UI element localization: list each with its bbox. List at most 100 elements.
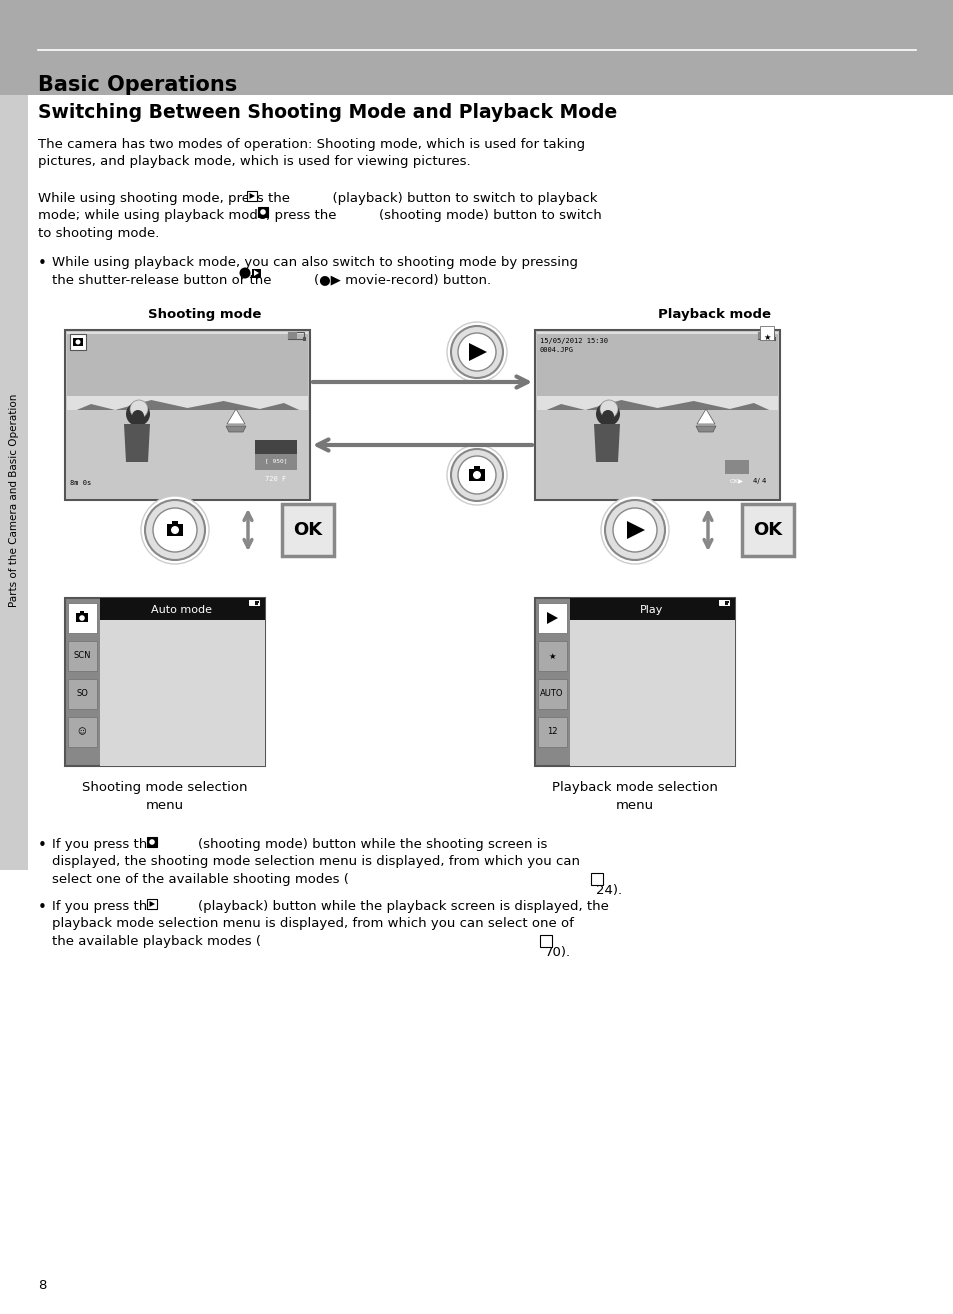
Circle shape [596, 402, 619, 426]
Bar [147, 899, 157, 909]
Bar [537, 332, 778, 498]
Text: 15/05/2012 15:30: 15/05/2012 15:30 [539, 338, 607, 344]
Bar [249, 600, 258, 604]
Text: OK: OK [294, 520, 322, 539]
Bar [719, 600, 724, 604]
Circle shape [239, 268, 251, 279]
Bar [254, 453, 296, 470]
Circle shape [457, 332, 496, 371]
Text: 8: 8 [38, 1279, 47, 1292]
Text: Playback mode selection
menu: Playback mode selection menu [552, 781, 718, 812]
Polygon shape [124, 424, 150, 463]
Circle shape [132, 410, 144, 422]
Circle shape [75, 339, 80, 344]
Text: •: • [38, 900, 47, 915]
Text: Basic Operations: Basic Operations [38, 75, 237, 95]
Text: OK▶: OK▶ [729, 478, 743, 484]
Bar [537, 679, 566, 710]
Bar [569, 598, 734, 620]
Text: 70).: 70). [544, 946, 571, 959]
Circle shape [152, 509, 196, 552]
Text: ★: ★ [762, 332, 770, 342]
Bar [0, 95, 28, 870]
Text: Switching Between Shooting Mode and Playback Mode: Switching Between Shooting Mode and Play… [38, 102, 617, 122]
Text: 720 F: 720 F [265, 476, 286, 482]
Text: ★: ★ [548, 652, 556, 661]
Bar [537, 410, 778, 498]
Bar [247, 191, 256, 201]
Text: 4/ 4: 4/ 4 [753, 478, 766, 484]
Text: The camera has two modes of operation: Shooting mode, which is used for taking
p: The camera has two modes of operation: S… [38, 138, 584, 168]
Polygon shape [150, 901, 154, 907]
Text: If you press the          (playback) button while the playback screen is display: If you press the (playback) button while… [52, 900, 608, 947]
Circle shape [149, 840, 154, 845]
Bar [65, 598, 265, 766]
Bar [257, 208, 268, 217]
Bar [100, 598, 265, 766]
Bar [252, 269, 261, 279]
Circle shape [79, 615, 85, 620]
Circle shape [604, 501, 664, 560]
Bar [282, 505, 334, 556]
Polygon shape [253, 269, 258, 276]
Polygon shape [469, 343, 486, 361]
Bar [474, 466, 479, 470]
Polygon shape [67, 399, 308, 414]
Polygon shape [546, 612, 558, 624]
Circle shape [599, 399, 618, 418]
Polygon shape [226, 426, 246, 432]
Bar [758, 332, 773, 339]
Circle shape [260, 209, 266, 214]
Polygon shape [696, 426, 716, 432]
Bar [67, 332, 308, 498]
Polygon shape [250, 193, 254, 198]
Bar [535, 330, 780, 501]
Bar [257, 603, 260, 606]
Text: Shooting mode selection
menu: Shooting mode selection menu [82, 781, 248, 812]
Bar [73, 338, 83, 346]
Text: Auto mode: Auto mode [152, 604, 213, 615]
Bar [100, 598, 265, 620]
Bar [68, 679, 97, 710]
Text: 8m 0s: 8m 0s [70, 480, 91, 486]
Text: Parts of the Camera and Basic Operation: Parts of the Camera and Basic Operation [9, 393, 19, 607]
Circle shape [600, 495, 668, 564]
Bar [569, 598, 734, 766]
Bar [68, 603, 97, 633]
Bar [80, 611, 84, 614]
Bar [537, 334, 778, 396]
Bar [68, 717, 97, 746]
Bar [288, 332, 296, 339]
Text: •: • [38, 838, 47, 853]
Text: ☺: ☺ [77, 728, 87, 737]
Circle shape [171, 526, 179, 533]
Bar [758, 332, 766, 339]
Text: 24).: 24). [596, 884, 621, 897]
Bar [147, 837, 157, 848]
Circle shape [457, 456, 496, 494]
Polygon shape [626, 520, 644, 539]
Bar [68, 641, 97, 671]
Bar [254, 440, 296, 455]
Polygon shape [227, 409, 245, 424]
Bar [67, 334, 308, 396]
Text: 0004.JPG: 0004.JPG [539, 347, 574, 353]
Bar [719, 600, 728, 604]
Bar [67, 410, 308, 498]
Bar [537, 717, 566, 746]
Text: 12: 12 [546, 728, 557, 737]
Bar [772, 336, 775, 340]
Text: SO: SO [76, 690, 88, 699]
Bar [760, 326, 773, 340]
Bar [303, 336, 306, 340]
Polygon shape [697, 409, 714, 424]
Bar [76, 614, 88, 622]
Bar [469, 469, 484, 481]
Polygon shape [537, 399, 778, 414]
Bar [537, 641, 566, 671]
Circle shape [601, 410, 614, 422]
Text: OK: OK [753, 520, 781, 539]
Text: Playback mode: Playback mode [658, 307, 771, 321]
Bar [172, 520, 178, 526]
Circle shape [613, 509, 657, 552]
